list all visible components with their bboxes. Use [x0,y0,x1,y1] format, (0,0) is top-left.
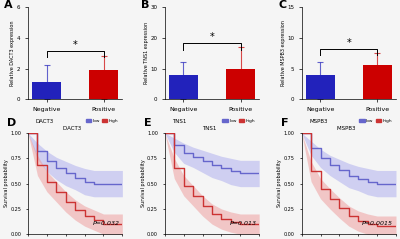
Bar [169,75,198,99]
Text: A: A [4,0,13,10]
Text: P=0.0015: P=0.0015 [362,221,393,226]
Text: P=0.032: P=0.032 [92,221,120,226]
Text: D: D [7,118,16,128]
Text: DACT3: DACT3 [36,119,54,124]
Text: E: E [144,118,152,128]
Text: F: F [281,118,288,128]
Legend: low, high: low, high [84,117,120,125]
Y-axis label: Survival probability: Survival probability [4,160,9,207]
Title: MSPB3   : MSPB3 [337,126,361,131]
Title: TNS1   : TNS1 [202,126,222,131]
Text: B: B [141,0,150,10]
Bar [90,70,118,99]
Y-axis label: Relative MSPB3 expression: Relative MSPB3 expression [281,20,286,86]
Y-axis label: Relative DACT3 expression: Relative DACT3 expression [10,20,16,86]
Y-axis label: Relative TNS1 expression: Relative TNS1 expression [144,22,149,84]
Text: C: C [278,0,286,10]
Bar [363,65,392,99]
Text: *: * [210,32,214,42]
Y-axis label: Survival probability: Survival probability [278,160,282,207]
Legend: low, high: low, high [221,117,257,125]
Bar [226,69,255,99]
Text: *: * [346,38,351,48]
Text: P=0.013: P=0.013 [229,221,256,226]
Text: *: * [73,40,78,50]
Bar [306,75,334,99]
Legend: low, high: low, high [358,117,394,125]
Y-axis label: Survival probability: Survival probability [141,160,146,207]
Text: MSPB3: MSPB3 [309,119,328,124]
Bar [32,82,61,99]
Title: DACT3   : DACT3 [64,126,87,131]
Text: TNS1: TNS1 [172,119,187,124]
